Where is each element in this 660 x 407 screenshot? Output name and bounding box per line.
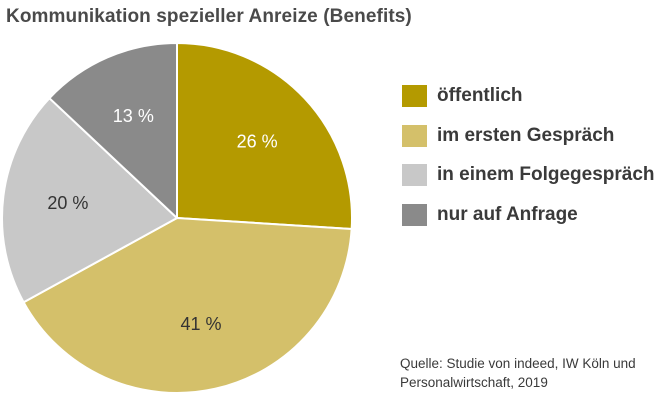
- legend-swatch-folgegespraech: [402, 164, 427, 186]
- legend-item-oeffentlich: öffentlich: [402, 84, 655, 108]
- legend-swatch-auf-anfrage: [402, 203, 427, 226]
- legend: öffentlich im ersten Gespräch in einem F…: [402, 84, 655, 242]
- legend-swatch-erstes-gespraech: [402, 124, 427, 147]
- pie-label-auf-anfrage: 13 %: [113, 106, 154, 126]
- pie-slice-auf-anfrage: [48, 42, 178, 219]
- legend-label-erstes-gespraech: im ersten Gespräch: [437, 124, 615, 146]
- chart-title: Kommunikation spezieller Anreize (Benefi…: [6, 6, 412, 27]
- pie-label-erstes-gespraech: 41 %: [180, 314, 221, 334]
- pie-label-oeffentlich: 26 %: [237, 131, 278, 151]
- source-line-2: Personalwirtschaft, 2019: [400, 375, 548, 390]
- legend-item-folgegespraech: in einem Folgegespräch: [402, 163, 655, 187]
- legend-label-oeffentlich: öffentlich: [437, 85, 523, 106]
- legend-swatch-oeffentlich: [402, 85, 427, 107]
- source-note: Quelle: Studie von indeed, IW Köln und P…: [400, 354, 636, 392]
- legend-item-auf-anfrage: nur auf Anfrage: [402, 203, 655, 227]
- pie-slice-oeffentlich: [176, 42, 353, 230]
- pie-slice-erstes-gespraech: [22, 217, 353, 395]
- legend-item-erstes-gespraech: im ersten Gespräch: [402, 124, 655, 148]
- source-line-1: Quelle: Studie von indeed, IW Köln und: [400, 356, 636, 371]
- legend-label-folgegespraech: in einem Folgegespräch: [437, 164, 655, 185]
- pie-label-folgegespraech: 20 %: [47, 193, 88, 213]
- legend-label-auf-anfrage: nur auf Anfrage: [437, 203, 578, 225]
- pie-slice-folgegespraech: [1, 97, 178, 304]
